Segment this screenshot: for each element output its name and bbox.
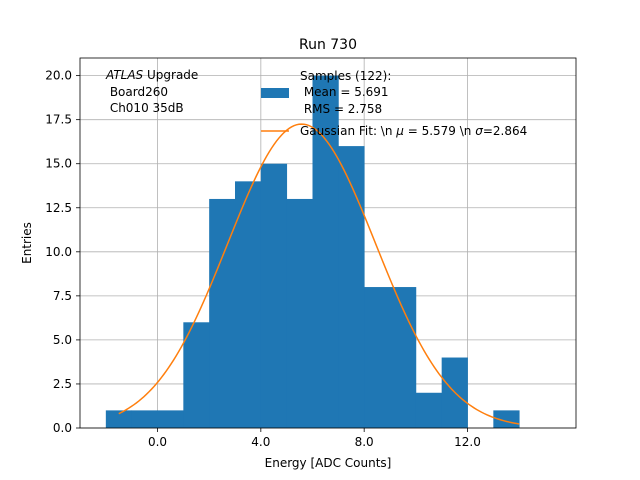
board-label: Board260 [106, 85, 168, 99]
x-tick-label: 0.0 [148, 435, 167, 449]
histogram-bars [105, 75, 520, 428]
y-tick-label: 5.0 [53, 333, 72, 347]
legend-fit-prefix: Gaussian Fit: \n [300, 124, 396, 138]
atlas-label: ATLAS [105, 68, 144, 82]
legend-samples-line3: RMS = 2.758 [300, 102, 382, 116]
histogram-bar [235, 181, 262, 428]
y-tick-label: 0.0 [53, 421, 72, 435]
y-axis-label: Entries [20, 222, 34, 264]
legend-fit-sigma-symbol: σ [475, 124, 483, 138]
x-tick-label: 4.0 [251, 435, 270, 449]
histogram-bar [338, 146, 365, 428]
atlas-annotation: ATLAS Upgrade Board260 Ch010 35dB [105, 68, 198, 115]
upgrade-label: Upgrade [143, 68, 198, 82]
y-tick-label: 7.5 [53, 289, 72, 303]
y-tick-label: 15.0 [45, 157, 72, 171]
legend-fit-mu-symbol: μ [395, 124, 404, 138]
histogram-bar [183, 322, 210, 428]
y-tick-label: 12.5 [45, 201, 72, 215]
gaussian-fit-line [118, 123, 520, 425]
histogram-bar [312, 75, 339, 428]
legend-fit-text: Gaussian Fit: \n μ = 5.579 \n σ=2.864 [300, 124, 527, 138]
x-axis-label: Energy [ADC Counts] [265, 456, 392, 470]
chart-title: Run 730 [299, 37, 357, 53]
y-tick-label: 20.0 [45, 69, 72, 83]
legend-samples-line1: Samples (122): [300, 69, 391, 83]
x-tick-label: 8.0 [355, 435, 374, 449]
histogram-bar [260, 163, 288, 428]
y-tick-label: 17.5 [45, 113, 72, 127]
legend: Samples (122): Mean = 5.691 RMS = 2.758 … [261, 69, 527, 138]
y-axis-ticks: 0.0 2.5 5.0 7.5 10.0 12.5 15.0 17.5 20.0 [45, 69, 80, 435]
histogram-bar [105, 410, 133, 428]
legend-samples-swatch [261, 88, 289, 98]
histogram-bar [286, 198, 313, 428]
y-tick-label: 10.0 [45, 245, 72, 259]
histogram-bar [157, 410, 184, 428]
histogram-bar [131, 410, 158, 428]
legend-samples-line2: Mean = 5.691 [300, 85, 389, 99]
legend-fit-mu-value: = 5.579 \n [404, 124, 475, 138]
histogram-bar [364, 287, 391, 428]
channel-label: Ch010 35dB [106, 101, 184, 115]
x-tick-label: 12.0 [454, 435, 481, 449]
svg-text:ATLAS Upgrade: ATLAS Upgrade [105, 68, 198, 82]
plot-frame [79, 57, 577, 429]
legend-fit-sigma-value: =2.864 [483, 124, 527, 138]
histogram-bar [415, 392, 443, 428]
x-axis-ticks: 0.0 4.0 8.0 12.0 [148, 428, 481, 449]
y-tick-label: 2.5 [53, 377, 72, 391]
